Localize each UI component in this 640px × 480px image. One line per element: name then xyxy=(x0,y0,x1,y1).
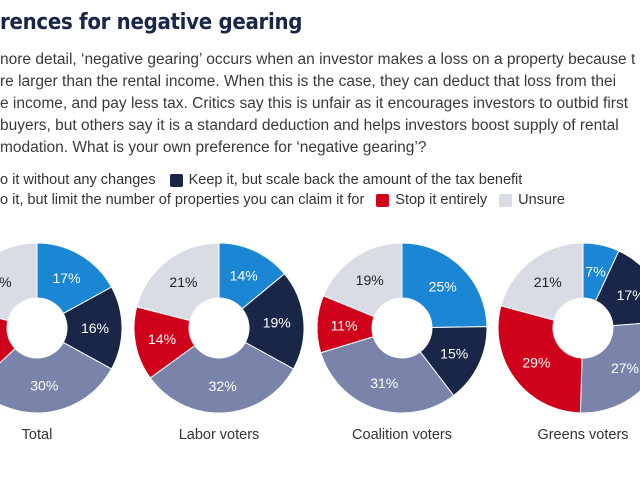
description-line: re larger than the rental income. When t… xyxy=(0,73,617,90)
slice-label: 16% xyxy=(81,320,109,336)
legend-label: Unsure xyxy=(518,192,565,208)
donut-coalition-voters: 25% 15% 31% 11% 19% Coalition voters xyxy=(316,242,488,443)
legend-swatch xyxy=(499,193,513,207)
donut-slice xyxy=(401,242,488,329)
donut-slice xyxy=(0,317,16,364)
description-line: nore detail, ‘negative gearing’ occurs w… xyxy=(0,51,636,68)
donut-label: Total xyxy=(22,427,53,443)
legend-row: o it without any changes Keep it, but sc… xyxy=(0,172,522,188)
slice-label: 21% xyxy=(534,274,562,290)
legend-label: o it, but limit the number of properties… xyxy=(0,192,365,208)
slice-label: 27% xyxy=(611,360,639,376)
slice-label: 17% xyxy=(53,270,81,286)
donut-slice xyxy=(322,242,403,318)
slice-label: 1% xyxy=(0,274,12,290)
description-line: e income, and pay less tax. Critics say … xyxy=(0,95,629,112)
chart-title: rences for negative gearing xyxy=(0,10,303,35)
donut-label: Greens voters xyxy=(537,427,628,443)
donut-slice xyxy=(594,250,640,327)
donut-slice xyxy=(579,323,640,414)
donut-slice xyxy=(136,242,220,322)
donut-label: Labor voters xyxy=(179,427,260,443)
slice-label: 17% xyxy=(617,287,640,303)
legend-row: o it, but limit the number of properties… xyxy=(0,192,565,208)
donut-slice xyxy=(500,242,584,321)
slice-label: 30% xyxy=(30,378,58,394)
slice-label: 25% xyxy=(429,279,457,295)
legend-swatch xyxy=(376,193,390,207)
legend-label: Keep it, but scale back the amount of th… xyxy=(188,172,523,188)
slice-label: 11% xyxy=(331,317,358,333)
donut-slice xyxy=(320,336,455,414)
slice-label: 31% xyxy=(370,375,398,391)
slice-label: 14% xyxy=(148,331,176,347)
donut-label: Coalition voters xyxy=(352,427,452,443)
description-line: buyers, but others say it is a standard … xyxy=(0,117,619,134)
donut-total: 17% 16% 30% 1% Total xyxy=(0,242,123,443)
donut-slice xyxy=(241,273,305,370)
legend-label: Stop it entirely xyxy=(395,192,488,208)
donut-labor-voters: 14% 19% 32% 14% 21% Labor voters xyxy=(133,242,305,443)
legend-swatch xyxy=(169,173,183,187)
donut-slice xyxy=(0,242,38,322)
description-line: modation. What is your own preference fo… xyxy=(0,139,427,156)
slice-label: 19% xyxy=(356,272,384,288)
slice-label: 32% xyxy=(209,378,237,394)
slice-label: 15% xyxy=(440,345,468,361)
slice-label: 21% xyxy=(169,274,197,290)
slice-label: 19% xyxy=(263,315,291,331)
slice-label: 14% xyxy=(230,268,258,284)
donut-slice xyxy=(497,305,583,414)
slice-label: 29% xyxy=(522,355,550,371)
donut-slice xyxy=(149,341,295,414)
slice-label: 7% xyxy=(585,263,605,279)
donut-slice xyxy=(62,286,123,370)
donut-greens-voters: 7% 17% 27% 29% 21% Greens voters xyxy=(497,242,640,443)
chart-description: nore detail, ‘negative gearing’ occurs w… xyxy=(0,49,635,159)
legend-label: o it without any changes xyxy=(0,172,156,188)
donut-slice xyxy=(0,341,113,414)
